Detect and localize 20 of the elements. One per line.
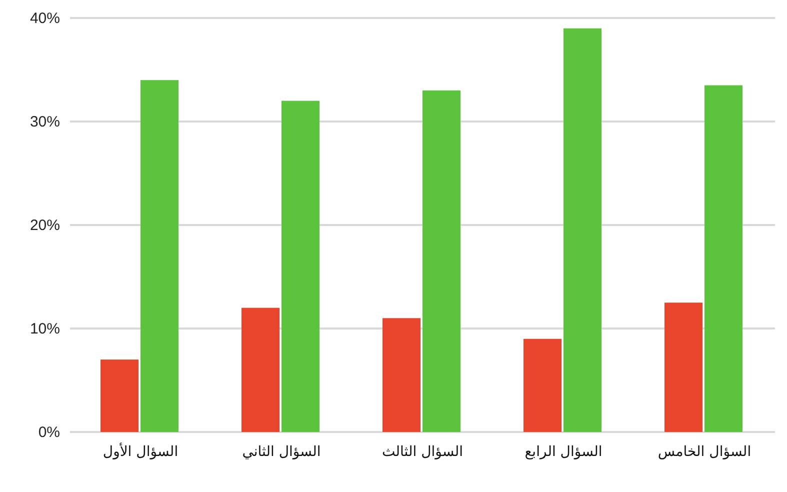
bar — [704, 85, 742, 432]
bar — [282, 100, 320, 432]
bar — [564, 28, 602, 432]
x-tick-label: السؤال الأول — [102, 442, 178, 460]
bar — [100, 360, 138, 432]
y-tick-label: 20% — [30, 217, 60, 234]
y-tick-label: 30% — [30, 114, 60, 130]
y-tick-label: 40% — [30, 10, 60, 27]
x-tick-label: السؤال الثاني — [242, 444, 321, 460]
x-tick-label: السؤال الثالث — [382, 444, 464, 460]
bar — [242, 308, 280, 432]
bar — [664, 302, 702, 432]
bar — [382, 318, 420, 432]
y-tick-label: 10% — [30, 320, 60, 338]
bar — [524, 338, 562, 432]
x-tick-label: السؤال الرابع — [524, 444, 602, 460]
y-tick-label: 0% — [38, 424, 60, 441]
x-tick-label: السؤال الخامس — [658, 444, 752, 460]
bar — [140, 80, 178, 432]
bar — [422, 90, 460, 432]
